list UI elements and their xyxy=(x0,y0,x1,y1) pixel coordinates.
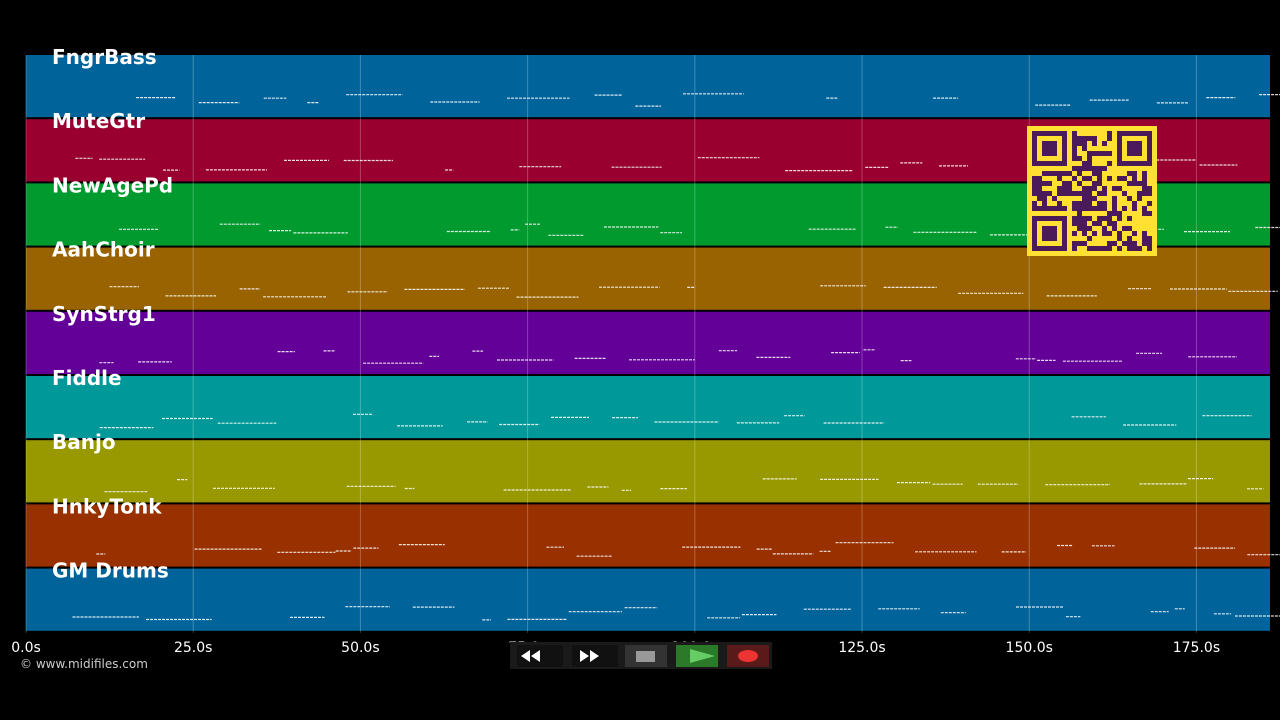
copyright: © www.midifiles.com xyxy=(20,657,148,671)
track-name: MuteGtr xyxy=(52,109,145,133)
tick-label: 125.0s xyxy=(838,640,885,656)
qr-finder xyxy=(1127,141,1142,156)
track-name: HnkyTonk xyxy=(52,494,162,518)
tick-label: 150.0s xyxy=(1006,640,1053,656)
notes xyxy=(72,606,1280,621)
track-lane xyxy=(26,55,1270,118)
notes xyxy=(99,349,1237,364)
notes xyxy=(136,93,1280,107)
rewind-button[interactable] xyxy=(517,645,563,667)
grid xyxy=(25,55,1197,633)
tick-label: 50.0s xyxy=(341,640,379,656)
transport-controls xyxy=(510,642,772,669)
play-button[interactable] xyxy=(676,645,718,667)
track-name: NewAgePd xyxy=(52,173,173,197)
track-lane xyxy=(26,376,1270,439)
track-name: AahChoir xyxy=(52,238,155,262)
tick-label: 25.0s xyxy=(174,640,212,656)
notes xyxy=(109,285,1278,298)
track-lane xyxy=(26,247,1270,310)
qr-modules xyxy=(1032,131,1152,251)
notes xyxy=(75,157,1238,172)
track-name: GM Drums xyxy=(52,559,169,583)
track-lane xyxy=(26,440,1270,503)
track-lane xyxy=(26,311,1270,374)
track-lane xyxy=(26,568,1270,631)
qr-finder xyxy=(1042,141,1057,156)
fast-forward-button[interactable] xyxy=(572,645,618,667)
notes xyxy=(96,542,1280,557)
track-name: Banjo xyxy=(52,430,116,454)
tick-label: 175.0s xyxy=(1173,640,1220,656)
track-name: Fiddle xyxy=(52,366,122,390)
stop-button[interactable] xyxy=(625,645,667,667)
tick-label: 0.0s xyxy=(11,640,41,656)
qr-code xyxy=(1027,126,1157,256)
track-lane xyxy=(26,504,1270,567)
notes xyxy=(104,478,1264,493)
qr-finder xyxy=(1042,226,1057,241)
notes xyxy=(99,413,1252,429)
record-button[interactable] xyxy=(727,645,769,667)
track-name: FngrBass xyxy=(52,45,157,69)
track-name: SynStrg1 xyxy=(52,302,156,326)
